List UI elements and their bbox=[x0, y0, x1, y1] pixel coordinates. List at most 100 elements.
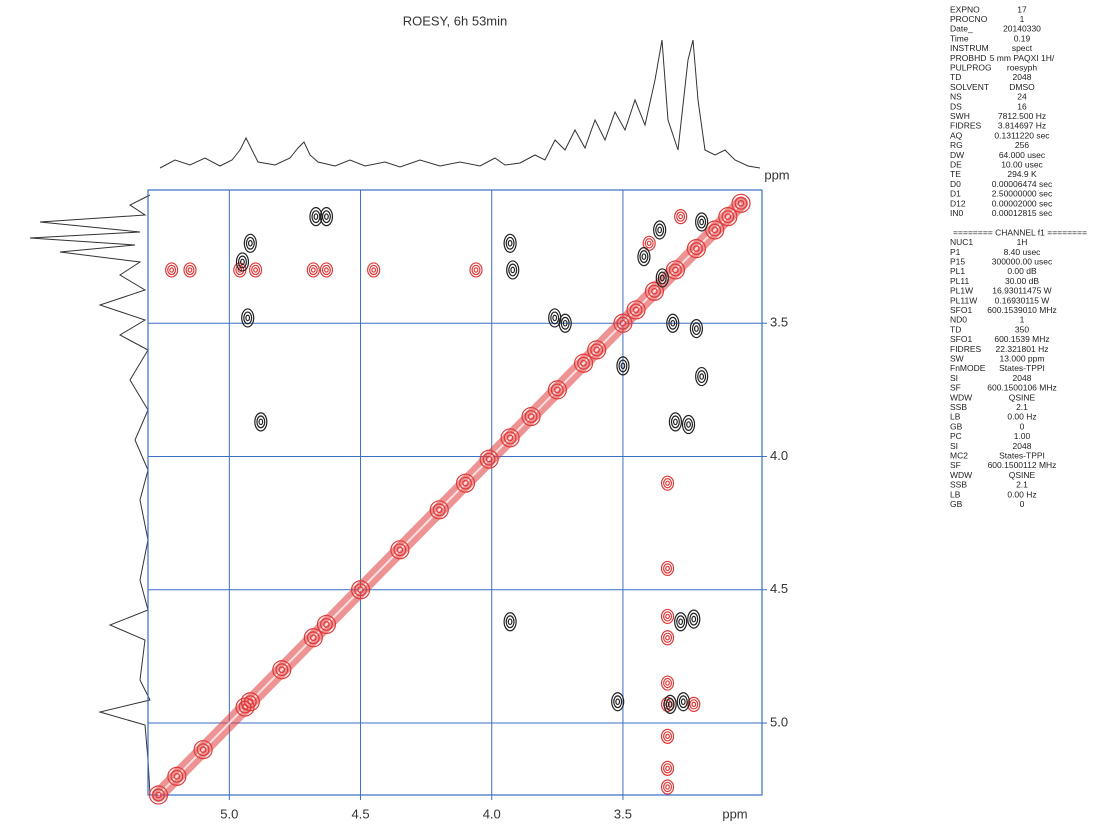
param-value: 2.1 bbox=[1016, 402, 1028, 412]
diagonal-peak-contour bbox=[479, 449, 499, 469]
positive-peak-contour bbox=[319, 262, 334, 278]
positive-peak-contour bbox=[308, 264, 318, 276]
negative-peak-contour bbox=[235, 252, 250, 272]
positive-peak-contour bbox=[660, 608, 675, 625]
param-value: 3.814697 Hz bbox=[998, 121, 1046, 131]
negative-peak-contour bbox=[697, 215, 707, 229]
diagonal-peak bbox=[613, 313, 633, 333]
negative-peak-contour bbox=[507, 618, 513, 626]
negative-peak-contour bbox=[689, 612, 699, 626]
positive-peak-contour bbox=[689, 699, 699, 710]
param-name: TE bbox=[950, 169, 961, 179]
positive-peak-contour bbox=[371, 267, 377, 273]
positive-peak-contour bbox=[665, 480, 670, 486]
negative-peak-contour bbox=[695, 212, 709, 232]
param-value: DMSO bbox=[1009, 82, 1035, 92]
negative-peak bbox=[689, 318, 704, 339]
positive-peak-contour bbox=[665, 784, 670, 790]
diagonal-peak-contour bbox=[247, 698, 254, 706]
param-value: 17 bbox=[1017, 4, 1027, 14]
param-value: 1H bbox=[1017, 237, 1028, 247]
param-name: PL1W bbox=[950, 286, 973, 296]
negative-peak-contour bbox=[615, 698, 621, 706]
negative-peak-contour bbox=[695, 366, 709, 387]
positive-peak-contour bbox=[665, 565, 670, 572]
positive-peak-contour bbox=[306, 262, 320, 278]
param-value: 600.1500106 MHz bbox=[987, 383, 1056, 393]
negative-peak-contour bbox=[613, 695, 623, 709]
diagonal-peak bbox=[626, 300, 646, 320]
positive-peak-contour bbox=[665, 765, 670, 772]
param-value: 16.93011475 W bbox=[992, 286, 1051, 296]
negative-peak-contour bbox=[256, 415, 266, 429]
diagonal-peak bbox=[573, 353, 594, 373]
negative-peak-contour bbox=[508, 263, 518, 277]
param-name: PL1 bbox=[950, 266, 965, 276]
positive-peak-contour bbox=[663, 763, 673, 774]
positive-peak-contour bbox=[367, 262, 381, 278]
positive-peak bbox=[660, 728, 675, 744]
diagonal-peak-contour bbox=[724, 213, 732, 220]
diagonal-peak bbox=[390, 540, 410, 560]
param-value: 0.00 Hz bbox=[1007, 489, 1036, 499]
diagonal-peak-contour bbox=[435, 506, 443, 514]
positive-peak bbox=[660, 630, 675, 646]
positive-peak-contour bbox=[471, 264, 481, 276]
positive-peak-contour bbox=[369, 264, 379, 276]
param-name: Time bbox=[950, 33, 969, 43]
positive-peak-contour bbox=[321, 264, 331, 276]
diagonal-peak bbox=[547, 380, 567, 400]
diagonal-peak-contour bbox=[319, 617, 333, 631]
diagonal-peak-contour bbox=[616, 316, 630, 330]
negative-peak-contour bbox=[240, 258, 245, 266]
x-axis-label: ppm bbox=[722, 806, 747, 821]
diagonal-peak-contour bbox=[734, 196, 748, 210]
negative-peak-contour bbox=[641, 253, 647, 260]
negative-peak-contour bbox=[550, 311, 560, 325]
negative-peak bbox=[663, 694, 677, 714]
param-value: 64.000 usec bbox=[999, 150, 1046, 160]
negative-peak bbox=[637, 247, 651, 267]
positive-peak-contour bbox=[665, 635, 670, 641]
param-value: 0.00 Hz bbox=[1007, 412, 1036, 422]
positive-peak-contour bbox=[660, 728, 675, 744]
negative-peak bbox=[506, 260, 520, 280]
negative-peak-contour bbox=[507, 240, 513, 247]
param-name: TD bbox=[950, 324, 961, 334]
diagonal-peak-contour bbox=[173, 773, 181, 780]
diagonal-peak-contour bbox=[396, 546, 404, 554]
plot-area bbox=[148, 190, 767, 805]
diagonal-peak bbox=[686, 239, 707, 259]
param-value: spect bbox=[1012, 43, 1033, 53]
param-name: NS bbox=[950, 92, 962, 102]
negative-peak bbox=[235, 252, 250, 272]
positive-peak-contour bbox=[185, 264, 195, 276]
diagonal-peak-contour bbox=[278, 666, 286, 674]
diagonal-peak bbox=[718, 207, 738, 227]
negative-peak bbox=[319, 207, 334, 227]
positive-peak-contour bbox=[663, 478, 673, 489]
param-name: SW bbox=[950, 353, 964, 363]
negative-peak-contour bbox=[258, 418, 264, 426]
x-tick-label: 3.5 bbox=[614, 806, 632, 821]
param-name: IN0 bbox=[950, 208, 964, 218]
diagonal-peak-contour bbox=[316, 614, 337, 635]
param-value: 0.16930115 W bbox=[995, 295, 1050, 305]
param-name: SFO1 bbox=[950, 305, 972, 315]
negative-peak-contour bbox=[560, 316, 570, 330]
positive-peak-contour bbox=[663, 677, 673, 689]
param-name: WDW bbox=[950, 392, 972, 402]
negative-peak-contour bbox=[254, 412, 268, 432]
positive-peak-contour bbox=[169, 267, 175, 273]
param-value: 294.9 K bbox=[1007, 169, 1037, 179]
param-name: PC bbox=[950, 431, 962, 441]
negative-peak-contour bbox=[506, 260, 520, 280]
channel-header: ======== CHANNEL f1 ======== bbox=[953, 227, 1087, 237]
param-name: P1 bbox=[950, 247, 961, 257]
negative-peak-contour bbox=[558, 313, 572, 333]
param-name: P15 bbox=[950, 256, 965, 266]
diagonal-peak-contour bbox=[731, 193, 751, 213]
param-name: SOLVENT bbox=[950, 82, 989, 92]
negative-peak-contour bbox=[686, 421, 691, 428]
diagonal-peak bbox=[350, 580, 371, 600]
